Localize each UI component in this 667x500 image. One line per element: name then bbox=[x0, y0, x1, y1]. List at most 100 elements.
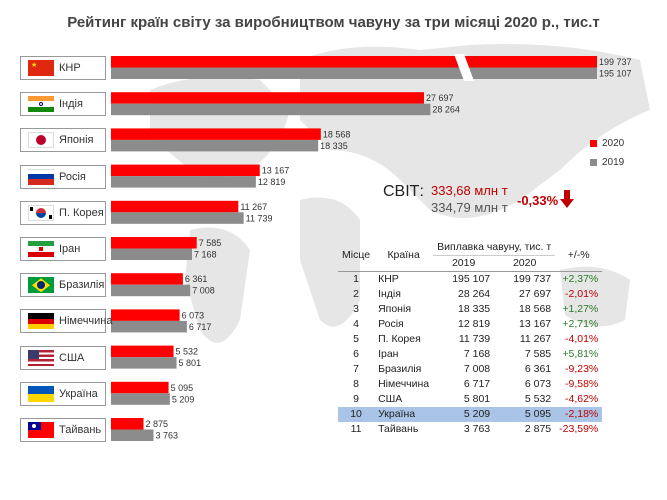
cell-country: КНР bbox=[378, 273, 399, 285]
bar-2019-10 bbox=[111, 393, 170, 405]
south-korea-flag-icon bbox=[28, 204, 54, 221]
country-name: КНР bbox=[59, 62, 81, 74]
data-label-2020-8: 6 073 bbox=[182, 310, 205, 320]
bar-2020-4 bbox=[111, 164, 260, 177]
data-label-2019-11: 3 763 bbox=[156, 431, 179, 441]
cell-2020: 2 875 bbox=[524, 423, 552, 435]
legend: 2020 2019 bbox=[590, 138, 624, 176]
bar-2020-1 bbox=[111, 56, 597, 68]
data-label-2019-9: 5 801 bbox=[179, 358, 202, 368]
country-name: Тайвань bbox=[59, 424, 102, 436]
cell-place: 8 bbox=[353, 378, 359, 390]
cell-place: 6 bbox=[353, 348, 359, 360]
legend-swatch-2020 bbox=[590, 140, 597, 147]
legend-swatch-2019 bbox=[590, 159, 597, 166]
table-row: 7 Бразилія 7 008 6 361 -9,23% bbox=[338, 362, 602, 377]
country-label-4: Росія bbox=[20, 164, 106, 189]
data-label-2020-1: 199 737 bbox=[599, 57, 632, 67]
country-label-1: ★ КНР bbox=[20, 56, 106, 80]
data-label-2020-10: 5 095 bbox=[171, 383, 194, 393]
data-label-2019-7: 7 008 bbox=[192, 286, 215, 296]
data-label-2019-4: 12 819 bbox=[258, 177, 286, 187]
bar-2020-10 bbox=[111, 381, 169, 394]
data-label-2020-3: 18 568 bbox=[323, 129, 351, 139]
data-label-2019-3: 18 335 bbox=[320, 141, 348, 151]
world-map-background bbox=[150, 44, 650, 343]
cell-country: Німеччина bbox=[378, 378, 430, 390]
cell-2020: 5 095 bbox=[494, 407, 556, 422]
cell-place: 7 bbox=[353, 363, 359, 375]
cell-2019: 7 168 bbox=[463, 348, 491, 360]
chart-title: Рейтинг країн світу за виробництвом чаву… bbox=[67, 14, 600, 31]
cell-2020: 7 585 bbox=[524, 348, 552, 360]
table-row: 9 США 5 801 5 532 -4,62% bbox=[338, 392, 602, 407]
ukraine-flag-icon bbox=[28, 385, 54, 402]
iran-flag-icon bbox=[28, 241, 54, 257]
table-row: 10 Україна 5 209 5 095 -2,18% bbox=[338, 407, 603, 422]
table-row: 4 Росія 12 819 13 167 +2,71% bbox=[338, 317, 602, 332]
cell-2019: 28 264 bbox=[458, 288, 491, 300]
cell-2020: 5 532 bbox=[524, 393, 552, 405]
bar-2019-6 bbox=[111, 248, 192, 260]
country-name: Іран bbox=[59, 243, 81, 255]
country-name: Україна bbox=[59, 387, 98, 400]
country-label-2: Індія bbox=[20, 92, 106, 117]
country-name: П. Корея bbox=[59, 206, 104, 219]
bar-2020-11 bbox=[111, 418, 144, 430]
bar-2019-7 bbox=[111, 284, 191, 297]
cell-place: 2 bbox=[353, 288, 359, 300]
bar-2020-6 bbox=[111, 237, 197, 249]
cell-2020: 11 267 bbox=[519, 333, 552, 345]
axis-break-marker bbox=[454, 54, 474, 81]
data-label-2019-6: 7 168 bbox=[194, 250, 217, 260]
cell-place: 10 bbox=[338, 407, 375, 422]
data-label-2020-5: 11 267 bbox=[240, 202, 267, 212]
country-name: Японія bbox=[59, 134, 94, 147]
country-name: Німеччина bbox=[59, 315, 113, 328]
bar-2019-9 bbox=[111, 357, 177, 369]
table-row: 1 КНР 195 107 199 737 +2,37% bbox=[338, 272, 602, 288]
cell-change: -9,58% bbox=[564, 378, 599, 390]
data-label-2020-6: 7 585 bbox=[199, 238, 222, 248]
cell-country: Україна bbox=[374, 407, 434, 422]
bar-2019-4 bbox=[111, 176, 256, 188]
bar-2020-3 bbox=[111, 128, 321, 140]
header-2019: 2019 bbox=[433, 255, 495, 272]
cell-2019: 11 739 bbox=[458, 333, 491, 345]
world-change: -0,33% bbox=[517, 193, 559, 208]
cell-change: -2,01% bbox=[564, 288, 599, 300]
cell-2020: 18 568 bbox=[519, 303, 552, 315]
cell-change: +2,71% bbox=[562, 318, 599, 330]
country-name: Росія bbox=[59, 170, 86, 183]
cell-country: Японія bbox=[378, 303, 412, 315]
country-name: Індія bbox=[59, 98, 83, 111]
cell-change: +1,27% bbox=[562, 303, 599, 315]
data-label-2019-8: 6 717 bbox=[189, 322, 212, 332]
cell-country: Індія bbox=[378, 288, 401, 300]
cell-change: -23,59% bbox=[559, 423, 599, 435]
germany-flag-icon bbox=[28, 313, 54, 330]
country-name: США bbox=[59, 351, 85, 364]
bar-2020-7 bbox=[111, 273, 183, 285]
data-label-2020-7: 6 361 bbox=[185, 274, 208, 284]
header-place: Місце bbox=[338, 240, 375, 272]
data-label-2020-2: 27 697 bbox=[426, 93, 454, 103]
header-2020: 2020 bbox=[494, 255, 556, 272]
cell-2020: 27 697 bbox=[519, 288, 552, 300]
cell-2019: 5 209 bbox=[433, 407, 495, 422]
cell-country: П. Корея bbox=[378, 333, 421, 345]
table-row: 6 Іран 7 168 7 585 +5,81% bbox=[338, 347, 602, 362]
bar-2020-8 bbox=[111, 309, 180, 321]
taiwan-flag-icon bbox=[28, 422, 54, 438]
legend-label-2019: 2019 bbox=[602, 157, 625, 168]
cell-country: Бразилія bbox=[378, 363, 422, 375]
cell-place: 4 bbox=[353, 318, 359, 330]
cell-country: Іран bbox=[378, 348, 399, 360]
cell-2019: 6 717 bbox=[463, 378, 491, 390]
cell-place: 1 bbox=[353, 273, 359, 285]
data-label-2020-9: 5 532 bbox=[176, 347, 199, 357]
country-label-11: Тайвань bbox=[20, 418, 106, 442]
data-label-2019-10: 5 209 bbox=[172, 394, 195, 404]
brazil-flag-icon bbox=[28, 277, 54, 294]
